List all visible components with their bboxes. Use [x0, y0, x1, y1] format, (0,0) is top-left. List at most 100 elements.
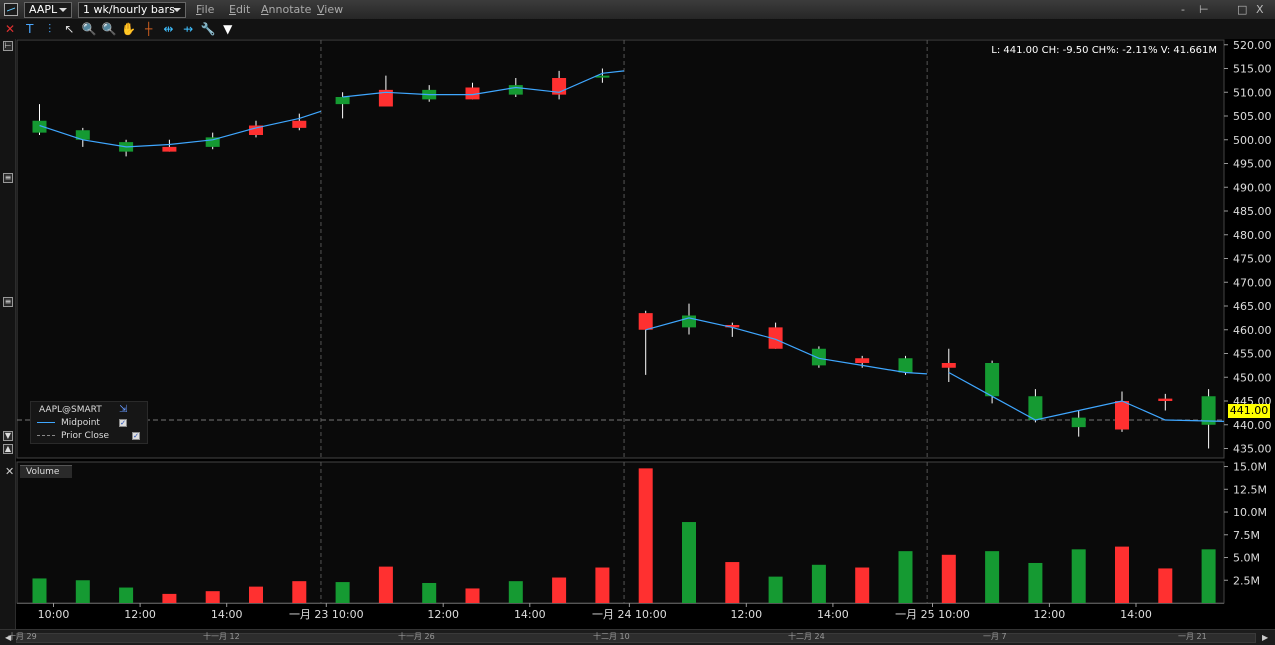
- price-tick-label: 455.00: [1233, 348, 1272, 361]
- zoom-in-icon[interactable]: 🔍: [81, 22, 97, 36]
- volume-bar: [465, 588, 480, 603]
- time-navigator[interactable]: ◀ ▶ 十月 29 十一月 12 十一月 26 十二月 10 十二月 24 一月 7 一月 …: [0, 629, 1275, 645]
- time-tick-label: 12:00: [730, 608, 762, 621]
- volume-bar: [595, 567, 610, 603]
- volume-bar: [985, 551, 1000, 603]
- legend-settings-icon[interactable]: ⇲: [119, 404, 128, 415]
- candle-body: [1028, 396, 1043, 420]
- candle-body: [335, 97, 350, 105]
- volume-bar: [898, 551, 913, 603]
- midpoint-line: [948, 371, 1225, 422]
- legend-item-prior-close[interactable]: Prior Close: [37, 430, 109, 442]
- close-volume-panel-icon[interactable]: ✕: [5, 465, 15, 478]
- price-tick-label: 440.00: [1233, 419, 1272, 432]
- navigator-date-label: 十二月 10: [593, 632, 630, 641]
- chart-app-icon[interactable]: [4, 3, 18, 16]
- wrench-icon[interactable]: 🔧: [200, 22, 216, 36]
- candle-body: [941, 363, 956, 368]
- volume-tick-label: 12.5M: [1233, 483, 1267, 496]
- navigator-track[interactable]: [16, 633, 1256, 643]
- navigator-date-label: 一月 21: [1178, 632, 1207, 641]
- scroll-up-button[interactable]: ▲: [3, 444, 13, 454]
- panel-splitter-handle[interactable]: ≡: [3, 297, 13, 307]
- navigator-date-label: 十二月 24: [788, 632, 825, 641]
- time-tick-label: 14:00: [514, 608, 546, 621]
- candle-body: [1158, 398, 1173, 401]
- candle-body: [378, 89, 393, 107]
- navigator-date-label: 十一月 26: [398, 632, 435, 641]
- panel-splitter-handle[interactable]: ≡: [3, 173, 13, 183]
- window-pin-button[interactable]: ⊢: [1199, 3, 1209, 16]
- dropdown-icon[interactable]: ▼: [223, 22, 233, 36]
- volume-bar: [205, 591, 220, 603]
- time-tick-label: 12:00: [124, 608, 156, 621]
- volume-tick-label: 15.0M: [1233, 461, 1267, 474]
- candle-body: [1115, 401, 1129, 430]
- hand-pan-icon[interactable]: ✋: [121, 22, 137, 36]
- candle-body: [508, 85, 523, 95]
- price-tick-label: 470.00: [1233, 276, 1272, 289]
- bar-style-icon[interactable]: ⫶: [48, 22, 52, 36]
- legend-checkbox-prior-close[interactable]: ✓: [132, 432, 140, 440]
- volume-grid: [16, 461, 1225, 604]
- price-tick-label: 485.00: [1233, 205, 1272, 218]
- chevron-down-icon: [173, 8, 181, 12]
- candle-body: [1201, 396, 1216, 425]
- period-combo-value: 1 wk/hourly bars: [83, 3, 175, 16]
- legend-item-midpoint[interactable]: Midpoint: [37, 417, 100, 429]
- price-tick-label: 520.00: [1233, 39, 1272, 52]
- time-tick-label: 10:00: [38, 608, 70, 621]
- window-minimize-button[interactable]: -: [1181, 3, 1185, 16]
- window-maximize-button[interactable]: □: [1237, 3, 1248, 16]
- navigator-date-label: 十月 29: [8, 632, 37, 641]
- scroll-down-button[interactable]: ▼: [3, 431, 13, 441]
- price-label-icon[interactable]: T: [26, 22, 34, 36]
- price-tick-label: 435.00: [1233, 443, 1272, 456]
- candle-body: [32, 120, 47, 133]
- time-tick-label: 一月 25 10:00: [895, 608, 970, 621]
- price-tick-label: 510.00: [1233, 86, 1272, 99]
- time-tick-label: 14:00: [1120, 608, 1152, 621]
- left-panel-strip: ⊢ ≡ ≡ ▼ ▲: [0, 39, 16, 629]
- volume-tick-label: 7.5M: [1233, 529, 1260, 542]
- candle-body: [1071, 417, 1086, 428]
- candle-body: [249, 125, 263, 135]
- menu-edit[interactable]: Edit: [229, 3, 251, 16]
- volume-bar: [378, 566, 393, 603]
- pointer-icon[interactable]: ↖: [64, 22, 75, 36]
- volume-bar: [1028, 562, 1043, 603]
- chart-canvas[interactable]: 520.00 515.00 510.00 505.00 500.00 495.00 490.…: [0, 0, 1275, 629]
- volume-bar: [725, 562, 740, 603]
- volume-bar: [75, 580, 90, 603]
- volume-bar: [335, 582, 350, 603]
- window-close-button[interactable]: X: [1256, 3, 1264, 16]
- last-price-badge: 441.00: [1228, 404, 1270, 418]
- symbol-combo-value: AAPL: [29, 3, 58, 16]
- compress-bars-icon[interactable]: ⇹: [163, 22, 174, 36]
- collapse-panel-button[interactable]: ⊢: [3, 41, 13, 51]
- legend-checkbox-midpoint[interactable]: ✓: [119, 419, 127, 427]
- volume-bar: [1071, 549, 1086, 603]
- volume-panel-label: Volume: [20, 465, 72, 478]
- price-tick-label: 450.00: [1233, 371, 1272, 384]
- volume-bar: [638, 468, 653, 603]
- price-tick-label: 490.00: [1233, 181, 1272, 194]
- menu-annotate[interactable]: Annotate: [261, 3, 312, 16]
- zoom-out-icon[interactable]: 🔍: [101, 22, 117, 36]
- time-tick-label: 12:00: [1034, 608, 1066, 621]
- expand-bars-icon[interactable]: ⇸: [183, 22, 194, 36]
- volume-bar: [119, 587, 134, 603]
- close-x-icon[interactable]: ✕: [4, 22, 16, 36]
- menu-file[interactable]: File: [196, 3, 215, 16]
- symbol-combo[interactable]: AAPL: [24, 2, 72, 18]
- price-tick-label: 475.00: [1233, 253, 1272, 266]
- menu-view[interactable]: View: [317, 3, 344, 16]
- volume-bar: [855, 567, 870, 603]
- midpoint-line: [342, 70, 625, 98]
- period-combo[interactable]: 1 wk/hourly bars: [78, 2, 186, 18]
- midpoint-line: [39, 110, 322, 148]
- crosshair-icon[interactable]: ┼: [144, 22, 153, 36]
- scroll-right-icon[interactable]: ▶: [1262, 633, 1269, 642]
- scroll-left-icon[interactable]: ◀: [5, 633, 12, 642]
- series-legend[interactable]: AAPL@SMART ⇲ Midpoint ✓ Prior Close ✓: [30, 401, 148, 444]
